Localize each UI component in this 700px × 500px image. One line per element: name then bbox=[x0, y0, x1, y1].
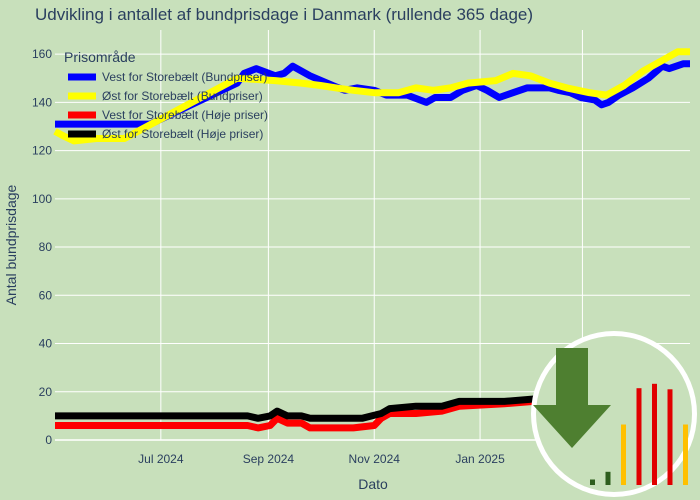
series-lines bbox=[53, 48, 690, 432]
x-tick-label: Sep 2024 bbox=[243, 452, 295, 466]
series-line-4 bbox=[55, 393, 583, 422]
chart-title: Udvikling i antallet af bundprisdage i D… bbox=[35, 5, 533, 24]
x-tick-label: Jan 2025 bbox=[455, 452, 505, 466]
y-tick-label: 0 bbox=[45, 433, 52, 447]
inset-bar bbox=[652, 383, 657, 485]
legend-title: Prisområde bbox=[64, 49, 136, 65]
x-tick-label: Nov 2024 bbox=[349, 452, 401, 466]
legend-entry: Vest for Storebælt (Høje priser) bbox=[102, 108, 268, 122]
y-tick-label: 60 bbox=[39, 288, 53, 302]
inset-bar bbox=[621, 424, 626, 485]
y-tick-label: 160 bbox=[32, 47, 52, 61]
y-tick-label: 40 bbox=[39, 337, 53, 351]
inset-bars bbox=[590, 383, 688, 485]
logo-inset bbox=[531, 331, 697, 497]
y-tick-label: 20 bbox=[39, 385, 53, 399]
inset-bar bbox=[636, 388, 642, 485]
legend: Prisområde Vest for Storebælt (Bundprise… bbox=[64, 49, 268, 141]
y-axis-ticks: 0 20 40 60 80 100 120 140 160 bbox=[32, 47, 52, 447]
legend-entry: Øst for Storebælt (Høje priser) bbox=[102, 127, 263, 141]
inset-bar bbox=[683, 424, 688, 485]
down-arrow-icon bbox=[533, 348, 611, 448]
inset-bar bbox=[605, 471, 611, 485]
inset-bar bbox=[667, 389, 673, 485]
series-line-2 bbox=[53, 48, 690, 145]
y-tick-label: 100 bbox=[32, 192, 52, 206]
y-tick-label: 140 bbox=[32, 95, 52, 109]
series-line-1 bbox=[55, 60, 690, 128]
x-tick-label: Jul 2024 bbox=[138, 452, 184, 466]
x-axis-label: Dato bbox=[358, 476, 388, 492]
inset-bar bbox=[590, 479, 595, 485]
gridlines bbox=[55, 30, 690, 441]
y-tick-label: 80 bbox=[39, 240, 53, 254]
legend-entry: Vest for Storebælt (Bundpriser) bbox=[102, 70, 267, 84]
y-axis-label: Antal bundprisdage bbox=[3, 184, 19, 305]
legend-entry: Øst for Storebælt (Bundpriser) bbox=[102, 89, 263, 103]
y-tick-label: 120 bbox=[32, 144, 52, 158]
